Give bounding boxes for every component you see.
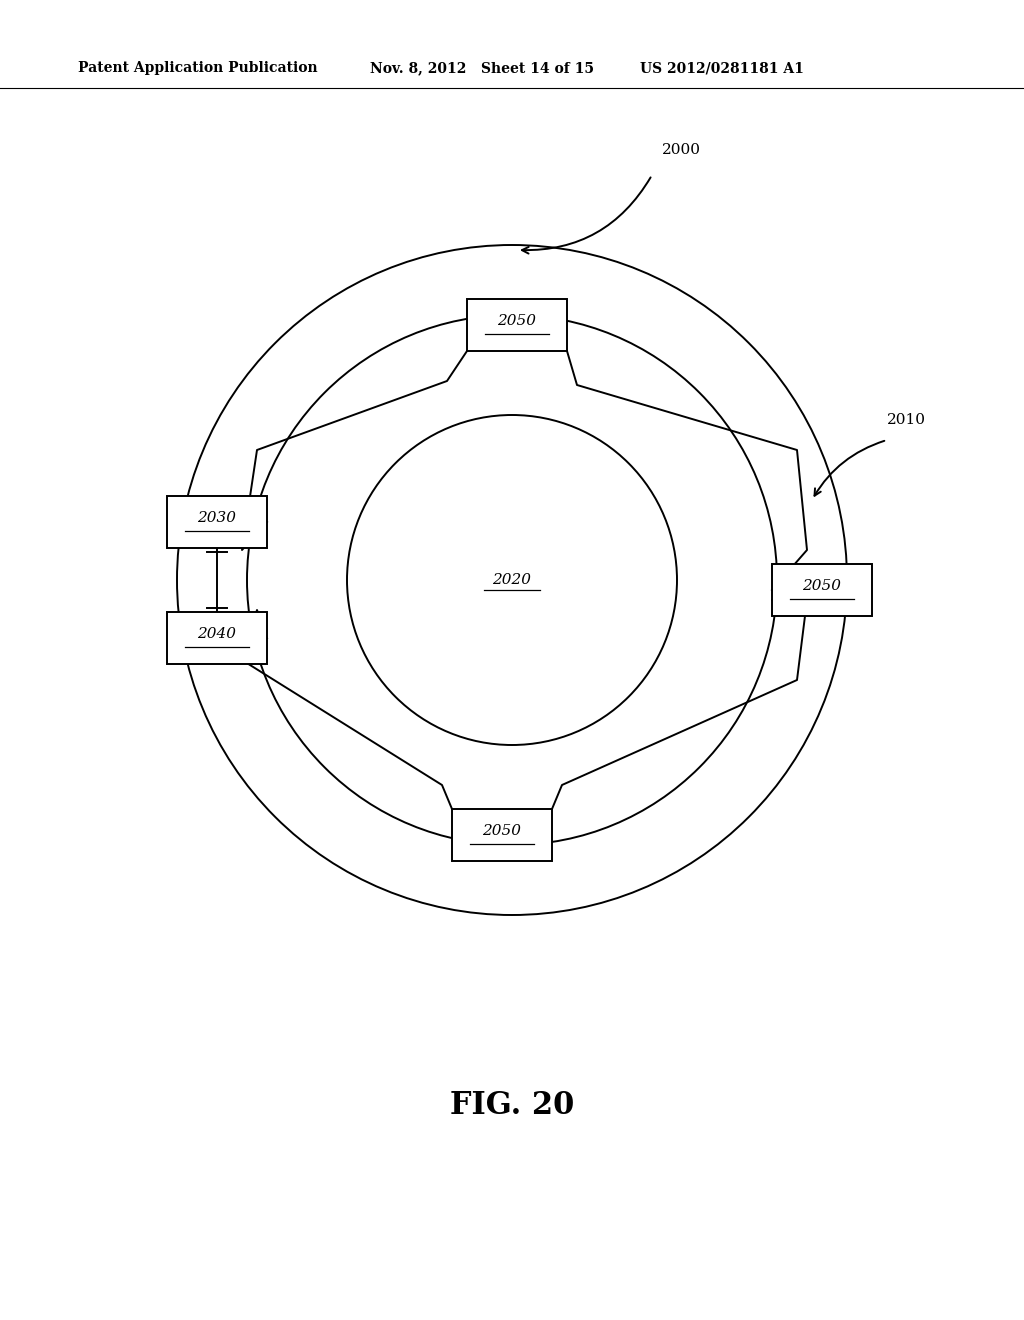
- Text: Nov. 8, 2012   Sheet 14 of 15: Nov. 8, 2012 Sheet 14 of 15: [370, 61, 594, 75]
- Text: 2010: 2010: [887, 413, 926, 426]
- Text: US 2012/0281181 A1: US 2012/0281181 A1: [640, 61, 804, 75]
- Text: 2050: 2050: [482, 824, 521, 838]
- Text: 2030: 2030: [198, 511, 237, 525]
- Text: 2050: 2050: [498, 314, 537, 327]
- Bar: [167, 496, 267, 548]
- Text: 2050: 2050: [803, 579, 842, 593]
- Text: 2000: 2000: [662, 143, 701, 157]
- Text: 2040: 2040: [198, 627, 237, 642]
- Bar: [452, 809, 552, 861]
- Bar: [167, 612, 267, 664]
- Text: 2020: 2020: [493, 573, 531, 587]
- Text: Patent Application Publication: Patent Application Publication: [78, 61, 317, 75]
- Bar: [467, 300, 567, 351]
- Text: FIG. 20: FIG. 20: [450, 1089, 574, 1121]
- Bar: [772, 564, 872, 616]
